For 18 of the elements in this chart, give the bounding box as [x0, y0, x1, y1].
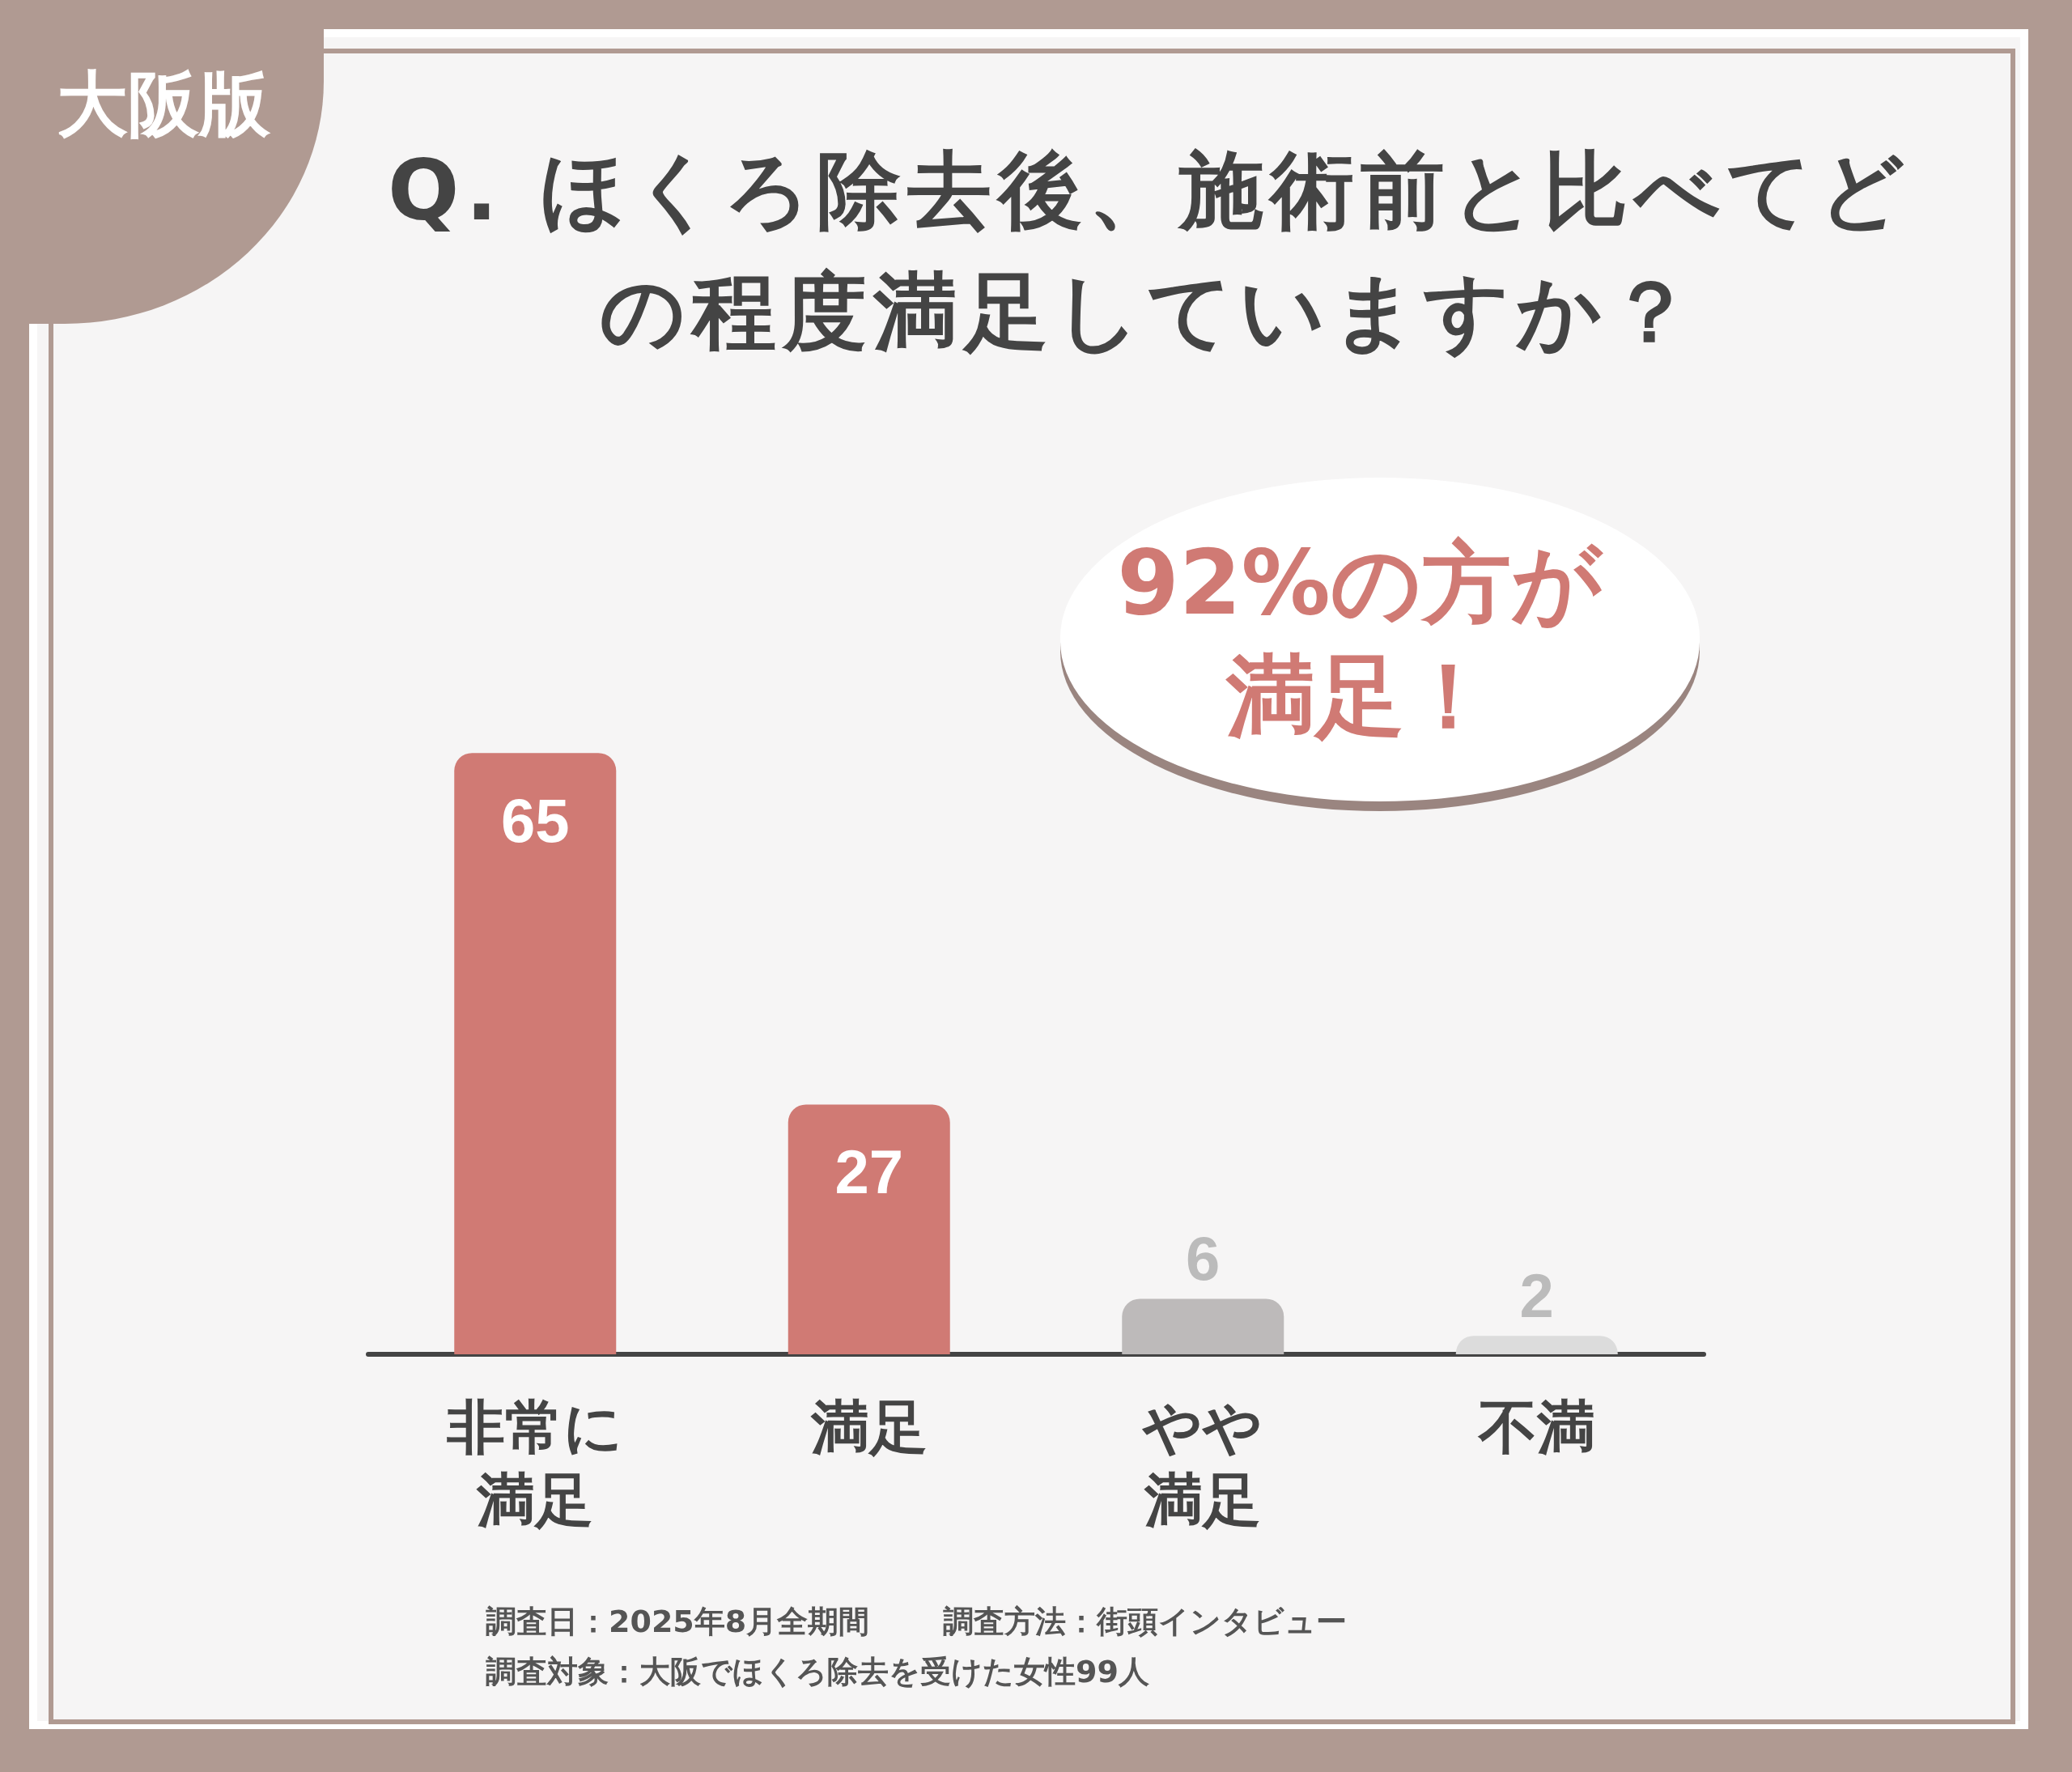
bar	[454, 753, 617, 1354]
text: 調査日：2025年8月全期間	[486, 1603, 870, 1641]
chart-title: Q. ほくろ除去後、施術前と比べてどの程度満足していますか？	[386, 140, 1913, 363]
text: 調査対象：大阪でほくろ除去を受けた女性99人	[486, 1653, 1149, 1691]
x-tick-label: 不満	[1476, 1395, 1595, 1460]
text: 調査方法：街頭インタビュー	[943, 1603, 1347, 1641]
bar	[1455, 1336, 1618, 1354]
bar	[788, 1104, 950, 1354]
data-label: 6	[1186, 1223, 1221, 1293]
data-label: 27	[834, 1137, 904, 1206]
text: 大阪版	[57, 62, 270, 147]
data-label: 2	[1519, 1260, 1554, 1330]
x-tick-label: 非常に満足	[446, 1395, 624, 1532]
data-label: 65	[500, 785, 570, 855]
bar	[1122, 1298, 1284, 1354]
x-tick-label: やや満足	[1141, 1395, 1263, 1532]
text: 92%の方が満足！	[1117, 530, 1603, 750]
x-tick-label: 満足	[809, 1395, 928, 1460]
